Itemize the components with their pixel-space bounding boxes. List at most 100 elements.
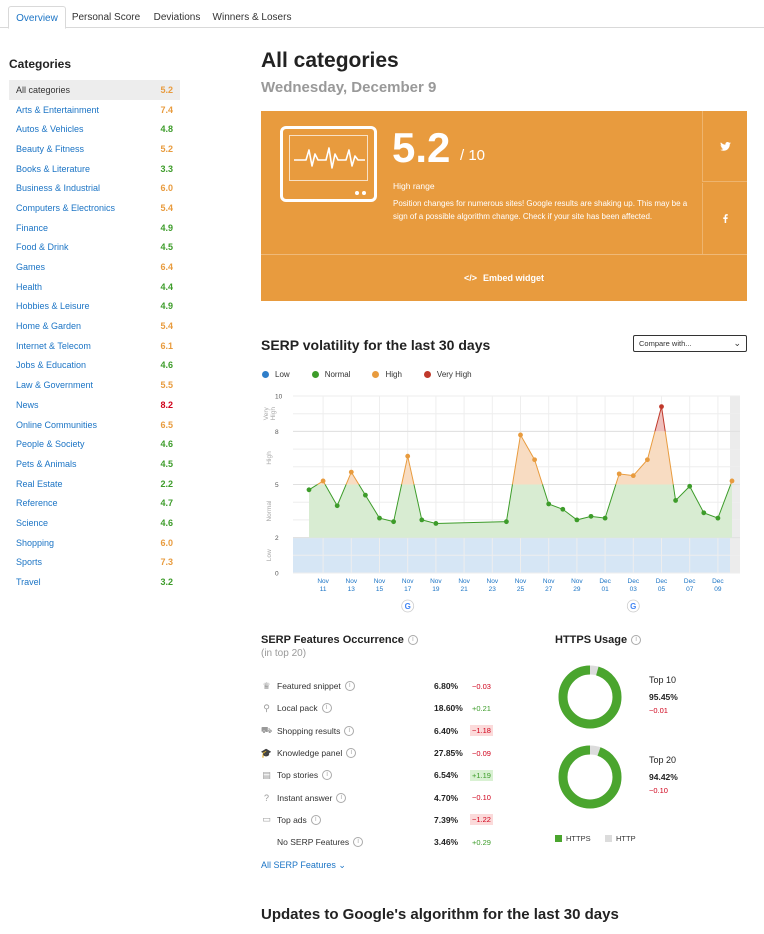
info-icon[interactable]: i: [344, 681, 355, 692]
legend-item[interactable]: Normal: [311, 370, 350, 379]
info-icon[interactable]: i: [321, 703, 332, 714]
x-tick-month: Nov: [458, 578, 470, 585]
legend-item[interactable]: High: [372, 370, 402, 379]
category-item[interactable]: Internet & Telecom 6.1: [9, 336, 180, 356]
info-icon[interactable]: i: [336, 792, 347, 803]
category-item[interactable]: Science 4.6: [9, 513, 180, 533]
category-item[interactable]: All categories 5.2: [9, 80, 180, 100]
legend-label: Low: [275, 370, 290, 379]
ads-icon: ▭: [262, 814, 271, 825]
feature-name: Featured snippet: [277, 681, 341, 692]
all-serp-features-link[interactable]: All SERP Features ⌄: [261, 860, 346, 871]
category-item[interactable]: Pets & Animals 4.5: [9, 454, 180, 474]
feature-name: Local pack: [277, 703, 318, 714]
x-tick-day: 17: [404, 586, 412, 593]
category-score: 6.4: [160, 262, 173, 273]
tab-winners-losers[interactable]: Winners & Losers: [212, 12, 292, 23]
x-tick-day: 11: [320, 586, 327, 593]
embed-widget-button[interactable]: </> Embed widget: [261, 254, 747, 301]
https-legend-item: HTTPS: [555, 834, 591, 843]
category-item[interactable]: Food & Drink 4.5: [9, 238, 180, 258]
feature-percent: 6.80%: [434, 681, 459, 692]
https-percent: 94.42%: [649, 772, 678, 782]
data-point: [405, 453, 411, 459]
tab-bar: Overview Personal Score Deviations Winne…: [0, 0, 764, 29]
score-max: / 10: [460, 147, 486, 164]
volatility-score: 5.2: [392, 124, 451, 171]
google-icon: [401, 599, 415, 613]
twitter-share-button[interactable]: [702, 111, 747, 182]
category-score: 4.4: [160, 281, 173, 292]
feature-row: 🎓 Knowledge panel i 27.85% −0.09: [260, 742, 500, 764]
cart-icon: ⛟: [260, 724, 273, 735]
data-point: [659, 404, 664, 410]
category-item[interactable]: Law & Government 5.5: [9, 375, 180, 395]
facebook-share-button[interactable]: [702, 183, 747, 254]
feature-percent: 27.85%: [434, 748, 463, 759]
category-item[interactable]: Computers & Electronics 5.4: [9, 198, 180, 218]
category-item[interactable]: Beauty & Fitness 5.2: [9, 139, 180, 159]
compare-with-select[interactable]: Compare with... ⌄: [633, 335, 747, 352]
x-tick-month: Nov: [571, 578, 583, 585]
info-icon[interactable]: i: [407, 635, 418, 646]
category-name: Food & Drink: [16, 242, 69, 253]
category-item[interactable]: Jobs & Education 4.6: [9, 356, 180, 376]
category-name: Law & Government: [16, 380, 94, 391]
legend-item[interactable]: Low: [262, 370, 290, 379]
tab-overview[interactable]: Overview: [8, 6, 66, 29]
features-list: ♛ Featured snippet i 6.80% −0.03 ⚲ Local pack i…: [260, 675, 500, 853]
x-tick-month: Nov: [374, 578, 386, 585]
category-item[interactable]: Reference 4.7: [9, 493, 180, 513]
category-item[interactable]: Online Communities 6.5: [9, 415, 180, 435]
feature-row: ⚲ Local pack i 18.60% +0.21: [260, 697, 500, 719]
category-score: 6.0: [160, 183, 173, 194]
category-item[interactable]: Shopping 6.0: [9, 533, 180, 553]
feature-delta: −0.03: [472, 681, 491, 691]
feature-delta: +0.21: [472, 703, 491, 713]
category-name: Autos & Vehicles: [16, 124, 84, 135]
category-name: Sports: [16, 557, 43, 568]
category-score: 5.4: [160, 321, 173, 332]
info-icon[interactable]: i: [353, 837, 364, 848]
info-icon[interactable]: i: [346, 748, 357, 759]
category-item[interactable]: Business & Industrial 6.0: [9, 178, 180, 198]
tab-deviations[interactable]: Deviations: [153, 12, 201, 23]
category-item[interactable]: News 8.2: [9, 395, 180, 415]
category-item[interactable]: Finance 4.9: [9, 218, 180, 238]
feature-percent: 6.40%: [434, 725, 459, 736]
category-item[interactable]: Health 4.4: [9, 277, 180, 297]
category-item[interactable]: Books & Literature 3.3: [9, 159, 180, 179]
info-icon[interactable]: i: [344, 725, 355, 736]
feature-percent: 3.46%: [434, 837, 459, 848]
feature-name: Top stories: [277, 770, 319, 781]
category-name: Jobs & Education: [16, 360, 87, 371]
category-item[interactable]: Home & Garden 5.4: [9, 316, 180, 336]
info-icon[interactable]: i: [310, 814, 321, 825]
info-icon[interactable]: i: [322, 770, 333, 781]
data-point: [348, 469, 354, 475]
feature-name: Shopping results: [277, 725, 341, 736]
category-name: Real Estate: [16, 478, 63, 489]
chevron-down-icon: ⌄: [338, 860, 346, 870]
x-tick-month: Nov: [487, 578, 499, 585]
info-icon[interactable]: i: [631, 635, 642, 646]
https-swatch: [555, 835, 562, 842]
category-item[interactable]: Arts & Entertainment 7.4: [9, 100, 180, 120]
data-point: [391, 519, 396, 525]
category-item[interactable]: Games 6.4: [9, 257, 180, 277]
data-point: [602, 515, 608, 521]
legend-item[interactable]: Very High: [423, 370, 472, 379]
category-item[interactable]: Travel 3.2: [9, 572, 180, 592]
category-item[interactable]: Autos & Vehicles 4.8: [9, 119, 180, 139]
category-item[interactable]: Hobbies & Leisure 4.9: [9, 297, 180, 317]
crown-icon: ♛: [262, 680, 271, 691]
category-item[interactable]: People & Society 4.6: [9, 434, 180, 454]
category-item[interactable]: Sports 7.3: [9, 553, 180, 573]
x-tick-month: Nov: [543, 578, 555, 585]
category-score: 7.3: [160, 557, 173, 568]
category-item[interactable]: Real Estate 2.2: [9, 474, 180, 494]
tab-personal-score[interactable]: Personal Score: [71, 12, 141, 23]
very-high-area: [654, 406, 666, 432]
data-point: [687, 483, 693, 489]
